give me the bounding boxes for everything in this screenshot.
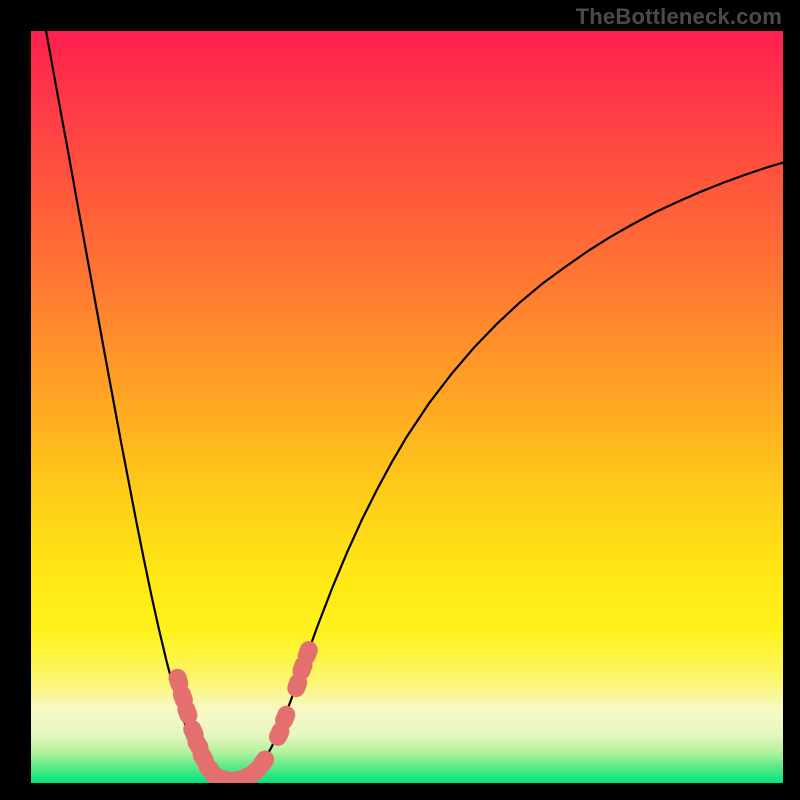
watermark-text: TheBottleneck.com — [576, 4, 782, 30]
plot-background-gradient — [31, 31, 783, 783]
chart-svg — [0, 0, 800, 800]
chart-frame: { "canvas": { "width": 800, "height": 80… — [0, 0, 800, 800]
